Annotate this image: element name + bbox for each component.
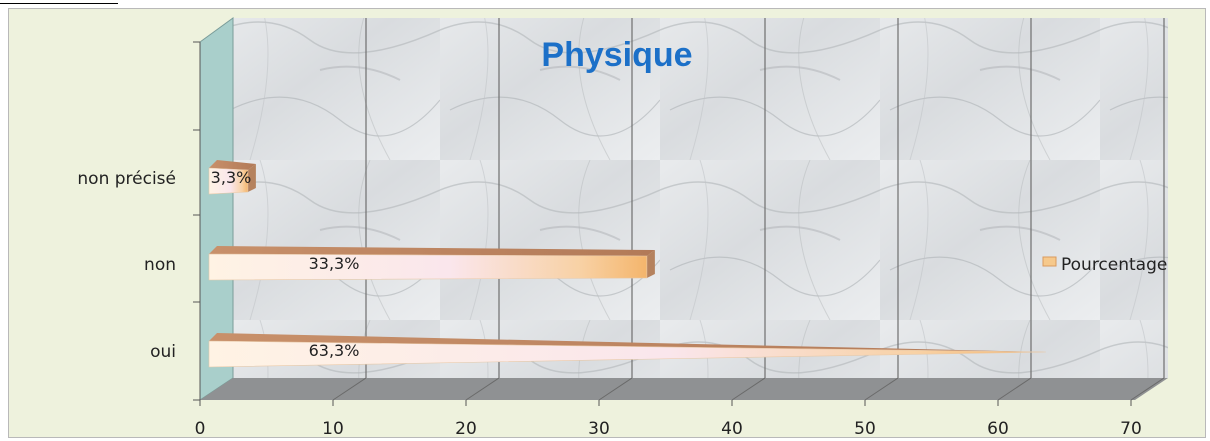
bars: 63,3% 33,3% 3,3% — [208, 160, 1046, 368]
category-label: oui — [150, 342, 176, 362]
bar-top-face — [209, 333, 1046, 352]
legend-swatch — [1042, 256, 1057, 267]
x-tick-label: 70 — [1120, 419, 1142, 439]
floor-gridline — [731, 377, 766, 401]
x-tick-label: 10 — [322, 419, 344, 439]
cropped-caption-strip — [0, 0, 1210, 8]
x-tick-label: 0 — [195, 419, 206, 439]
x-tick-labels: 0 10 20 30 40 50 60 70 — [195, 419, 1142, 439]
data-label: 63,3% — [309, 341, 360, 360]
floor-gridline — [1130, 377, 1165, 401]
floor — [200, 378, 1168, 400]
floor-gridline — [864, 377, 899, 401]
back-wall — [233, 18, 1168, 378]
bar-non: 33,3% — [208, 246, 655, 281]
legend: Pourcentage — [1042, 255, 1167, 275]
x-tick-label: 30 — [588, 419, 610, 439]
category-label: non précisé — [77, 169, 176, 189]
data-label: 33,3% — [309, 254, 360, 273]
bar-side-face — [247, 164, 256, 192]
legend-label: Pourcentage — [1061, 255, 1167, 275]
bar-front-face — [208, 340, 1046, 368]
x-tick-label: 20 — [455, 419, 477, 439]
bar-top-face — [209, 160, 256, 170]
category-labels: oui non non précisé — [77, 169, 176, 362]
floor-gridline — [465, 377, 500, 401]
y-axis — [193, 41, 201, 401]
bar-top-face — [209, 246, 655, 256]
bar-non-précisé: 3,3% — [208, 160, 256, 195]
bar-oui: 63,3% — [208, 333, 1046, 368]
bar-front-face — [208, 253, 648, 281]
floor-gridline — [332, 377, 367, 401]
x-tick-label: 50 — [854, 419, 876, 439]
floor-gridline — [598, 377, 633, 401]
bar-side-face — [646, 250, 655, 278]
floor-gridline — [997, 377, 1032, 401]
bar-front-face — [208, 167, 249, 195]
data-label: 3,3% — [211, 168, 252, 187]
gridlines — [365, 18, 1165, 378]
x-tick-label: 60 — [987, 419, 1009, 439]
chart-title: Physique — [541, 36, 692, 74]
floor-ticks — [199, 377, 1165, 406]
category-label: non — [144, 255, 176, 275]
x-tick-label: 40 — [721, 419, 743, 439]
